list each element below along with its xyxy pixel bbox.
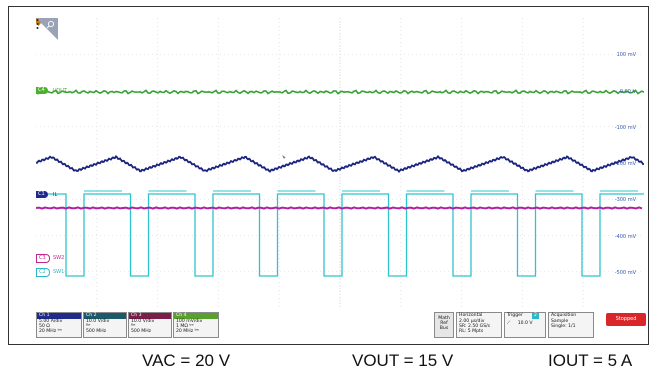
mouse-cursor-icon: [282, 155, 287, 159]
channel-3-coupling: ᴮʷ: [131, 324, 136, 329]
acquisition-mode: Sample: [551, 319, 569, 324]
settings-bar: Ch 1 5.00 A/div 50 Ω 20 MHz ᵇʷ Ch 2 10.0…: [36, 312, 646, 342]
acquisition-count: Single: 1/1: [551, 324, 576, 329]
acquisition-title: Acquisition: [551, 313, 577, 318]
channel-1-termination: 50 Ω: [39, 324, 50, 329]
channel-3-scale: 10.0 V/div: [131, 319, 155, 324]
channel-1-scale: 5.00 A/div: [39, 319, 63, 324]
math-ref-bus-button[interactable]: Math Ref Bus: [434, 312, 454, 338]
il-trace-label: IL: [53, 192, 58, 198]
bus-label: Bus: [439, 326, 449, 331]
run-stop-button[interactable]: Stopped: [606, 313, 646, 326]
sw2-trace: [36, 206, 643, 210]
channel-2-settings-badge[interactable]: Ch 2 10.0 V/div ᴮʷ 500 MHz: [83, 312, 127, 338]
trigger-title: Trigger: [507, 313, 523, 318]
vertical-label-3: -100 mV: [614, 125, 636, 131]
channel-2-bandwidth: 500 MHz: [86, 329, 107, 334]
channel-4-termination: 1 MΩ ᵇʷ: [176, 324, 194, 329]
channel-3-marker[interactable]: C3: [36, 254, 50, 263]
vertical-label-1: 100 mV: [616, 52, 636, 58]
acquisition-settings-badge[interactable]: Acquisition Sample Single: 1/1: [548, 312, 594, 338]
trigger-settings-badge[interactable]: Trigger 2 ⟋ 10.0 V: [504, 312, 546, 338]
rising-edge-icon: ⟋: [507, 321, 511, 326]
channel-2-marker-id: C2: [39, 269, 46, 275]
channel-2-coupling: ᴮʷ: [86, 324, 91, 329]
sample-rate: SR: 2.50 GS/s: [459, 324, 491, 329]
sw1-trace: [36, 193, 644, 277]
channel-3-badge-title: Ch 3: [129, 313, 171, 319]
sw2-trace-label: SW2: [53, 255, 65, 261]
trigger-channel-badge: 2: [532, 313, 539, 319]
channel-3-marker-id: C3: [39, 255, 46, 261]
more-options-icon[interactable]: [36, 18, 39, 30]
vertical-label-2: 0.00 V: [619, 89, 636, 95]
figure-caption: VAC = 20 V VOUT = 15 V IOUT = 5 A: [0, 348, 658, 372]
il-trace: [36, 155, 644, 173]
iout-label: IOUT = 5 A: [548, 351, 633, 370]
trigger-level: 10.0 V: [517, 321, 533, 326]
vout-label: VOUT = 15 V: [352, 351, 454, 370]
channel-2-scale: 10.0 V/div: [86, 319, 110, 324]
vertical-label-7: -500 mV: [614, 270, 636, 276]
channel-1-settings-badge[interactable]: Ch 1 5.00 A/div 50 Ω 20 MHz ᵇʷ: [36, 312, 82, 338]
math-label: Math: [438, 316, 450, 321]
vac-label: VAC = 20 V: [142, 351, 231, 370]
graticule: [36, 18, 644, 308]
channel-2-badge-title: Ch 2: [84, 313, 126, 319]
horizontal-scale: 2.00 µs/div: [459, 319, 485, 324]
waveform-traces: [36, 89, 644, 277]
channel-3-settings-badge[interactable]: Ch 3 10.0 V/div ᴮʷ 500 MHz: [128, 312, 172, 338]
channel-2-marker[interactable]: C2: [36, 268, 50, 277]
channel-1-bandwidth: 20 MHz ᵇʷ: [39, 329, 62, 334]
vertical-label-6: -400 mV: [614, 234, 636, 240]
record-length: RL: 5 Mpts: [459, 329, 484, 334]
sw1-trace-label: SW1: [53, 269, 65, 275]
channel-4-scale: 100 mV/div: [176, 319, 203, 324]
waveform-display[interactable]: 100 mV 0.00 V -100 mV -200 mV -300 mV -4…: [36, 18, 644, 308]
channel-1-marker[interactable]: C1: [36, 191, 48, 198]
channel-4-badge-title: Ch 4: [174, 313, 218, 319]
oscilloscope-window: 100 mV 0.00 V -100 mV -200 mV -300 mV -4…: [8, 6, 649, 345]
channel-4-bandwidth: 20 MHz ᵇʷ: [176, 329, 199, 334]
horizontal-title: Horizontal: [459, 313, 483, 318]
channel-4-marker[interactable]: C4: [36, 87, 48, 94]
channel-4-marker-id: C4: [38, 87, 45, 93]
horizontal-settings-badge[interactable]: Horizontal 2.00 µs/div SR: 2.50 GS/s RL:…: [456, 312, 502, 338]
zoom-icon[interactable]: [36, 18, 58, 40]
vertical-label-5: -300 mV: [614, 197, 636, 203]
vertical-label-4: -200 mV: [614, 161, 636, 167]
channel-1-badge-title: Ch 1: [37, 313, 81, 319]
channel-3-bandwidth: 500 MHz: [131, 329, 152, 334]
vout-trace-label: VOUT: [53, 88, 67, 94]
channel-4-settings-badge[interactable]: Ch 4 100 mV/div 1 MΩ ᵇʷ 20 MHz ᵇʷ: [173, 312, 219, 338]
channel-1-marker-id: C1: [38, 191, 45, 197]
vout-trace: [36, 89, 644, 95]
ref-label: Ref: [440, 321, 448, 326]
